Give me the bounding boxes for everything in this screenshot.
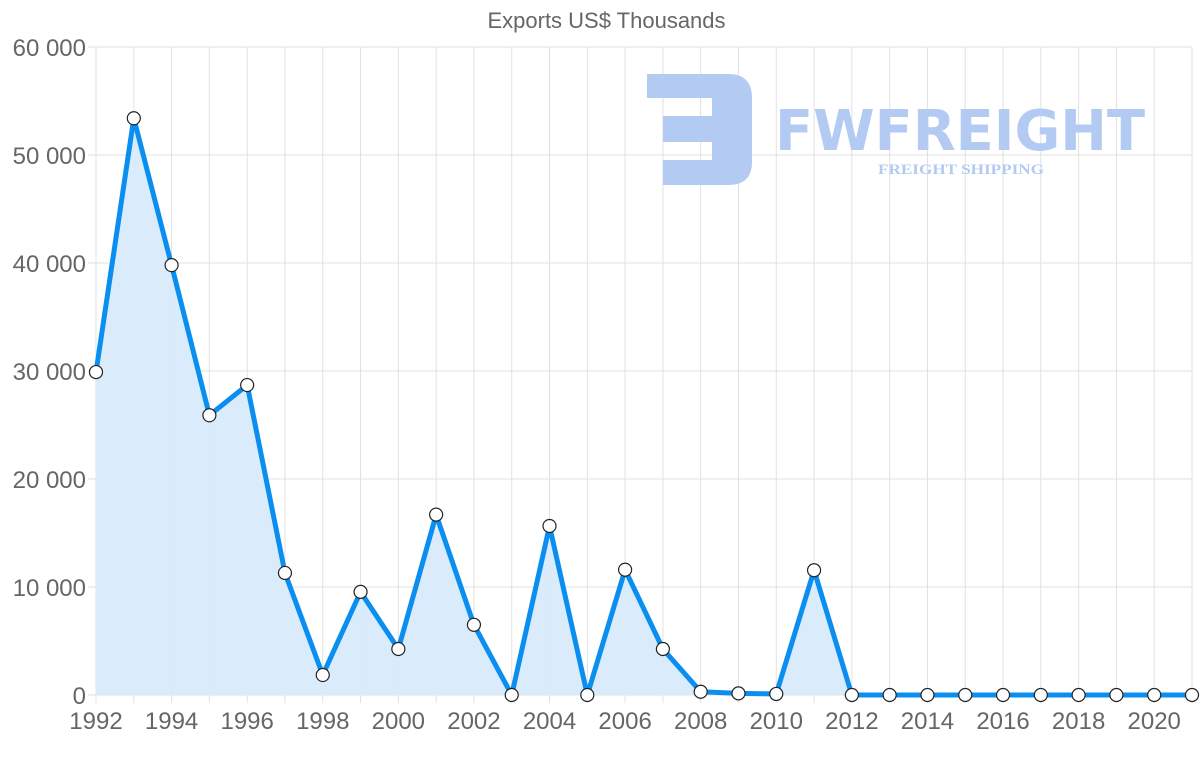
data-point[interactable] <box>277 565 293 581</box>
data-point[interactable] <box>769 686 784 702</box>
data-point[interactable] <box>693 684 708 699</box>
data-point[interactable] <box>882 687 897 703</box>
x-tick-label: 2020 <box>1128 708 1181 735</box>
data-point[interactable] <box>844 687 859 703</box>
y-tick-label: 20 000 <box>13 467 86 494</box>
y-tick-label: 0 <box>73 683 86 710</box>
data-point[interactable] <box>202 408 217 423</box>
data-point[interactable] <box>1109 687 1124 703</box>
x-tick-label: 2006 <box>598 708 651 735</box>
data-point[interactable] <box>1184 687 1200 703</box>
watermark-tagline: FREIGHT SHIPPING <box>878 162 1044 178</box>
data-point[interactable] <box>1071 687 1086 703</box>
y-axis: 0 10 000 20 000 30 000 40 000 50 000 60 000 <box>13 35 86 710</box>
data-point[interactable] <box>240 377 255 393</box>
data-point[interactable] <box>88 364 104 380</box>
x-tick-label: 2016 <box>976 708 1029 735</box>
x-tick-label: 2018 <box>1052 708 1105 735</box>
fwfreight-logo-icon <box>647 74 752 185</box>
data-point[interactable] <box>542 518 557 534</box>
data-point[interactable] <box>806 563 822 578</box>
data-point[interactable] <box>920 687 935 703</box>
x-tick-label: 1992 <box>69 708 122 735</box>
y-tick-label: 40 000 <box>13 251 86 278</box>
x-tick-label: 2012 <box>825 708 878 735</box>
data-point[interactable] <box>429 507 444 522</box>
data-point[interactable] <box>731 686 746 701</box>
x-tick-label: 2014 <box>901 708 954 735</box>
fwfreight-watermark: FWFREIGHT FREIGHT SHIPPING <box>647 74 1145 185</box>
x-axis: 1992 1994 1996 1998 2000 2002 2004 2006 2008 2010… <box>69 708 1181 735</box>
x-tick-label: 2002 <box>447 708 500 735</box>
data-points <box>88 111 1200 703</box>
x-tick-label: 2010 <box>750 708 803 735</box>
data-point[interactable] <box>353 584 368 599</box>
data-point[interactable] <box>315 667 330 683</box>
y-tick-label: 30 000 <box>13 359 86 386</box>
data-point[interactable] <box>391 641 406 657</box>
data-point[interactable] <box>958 687 973 703</box>
data-point[interactable] <box>655 641 670 657</box>
x-tick-label: 2008 <box>674 708 727 735</box>
chart-title: Exports US$ Thousands <box>487 8 726 33</box>
x-tick-label: 1996 <box>220 708 273 735</box>
data-point[interactable] <box>164 258 179 273</box>
x-tick-label: 2000 <box>372 708 425 735</box>
x-tick-label: 2004 <box>523 708 576 735</box>
data-point[interactable] <box>126 111 141 126</box>
data-point[interactable] <box>1033 687 1048 703</box>
data-point[interactable] <box>1147 687 1162 703</box>
data-point[interactable] <box>995 687 1011 703</box>
data-point[interactable] <box>504 687 519 703</box>
data-point[interactable] <box>618 562 633 577</box>
y-tick-label: 50 000 <box>13 143 86 170</box>
y-tick-label: 60 000 <box>13 35 86 62</box>
y-tick-label: 10 000 <box>13 575 86 602</box>
x-tick-label: 1994 <box>145 708 198 735</box>
area-fill <box>96 118 1192 695</box>
data-point[interactable] <box>580 687 595 703</box>
watermark-brand: FWFREIGHT <box>775 99 1145 164</box>
data-point[interactable] <box>466 617 482 632</box>
x-tick-label: 1998 <box>296 708 349 735</box>
